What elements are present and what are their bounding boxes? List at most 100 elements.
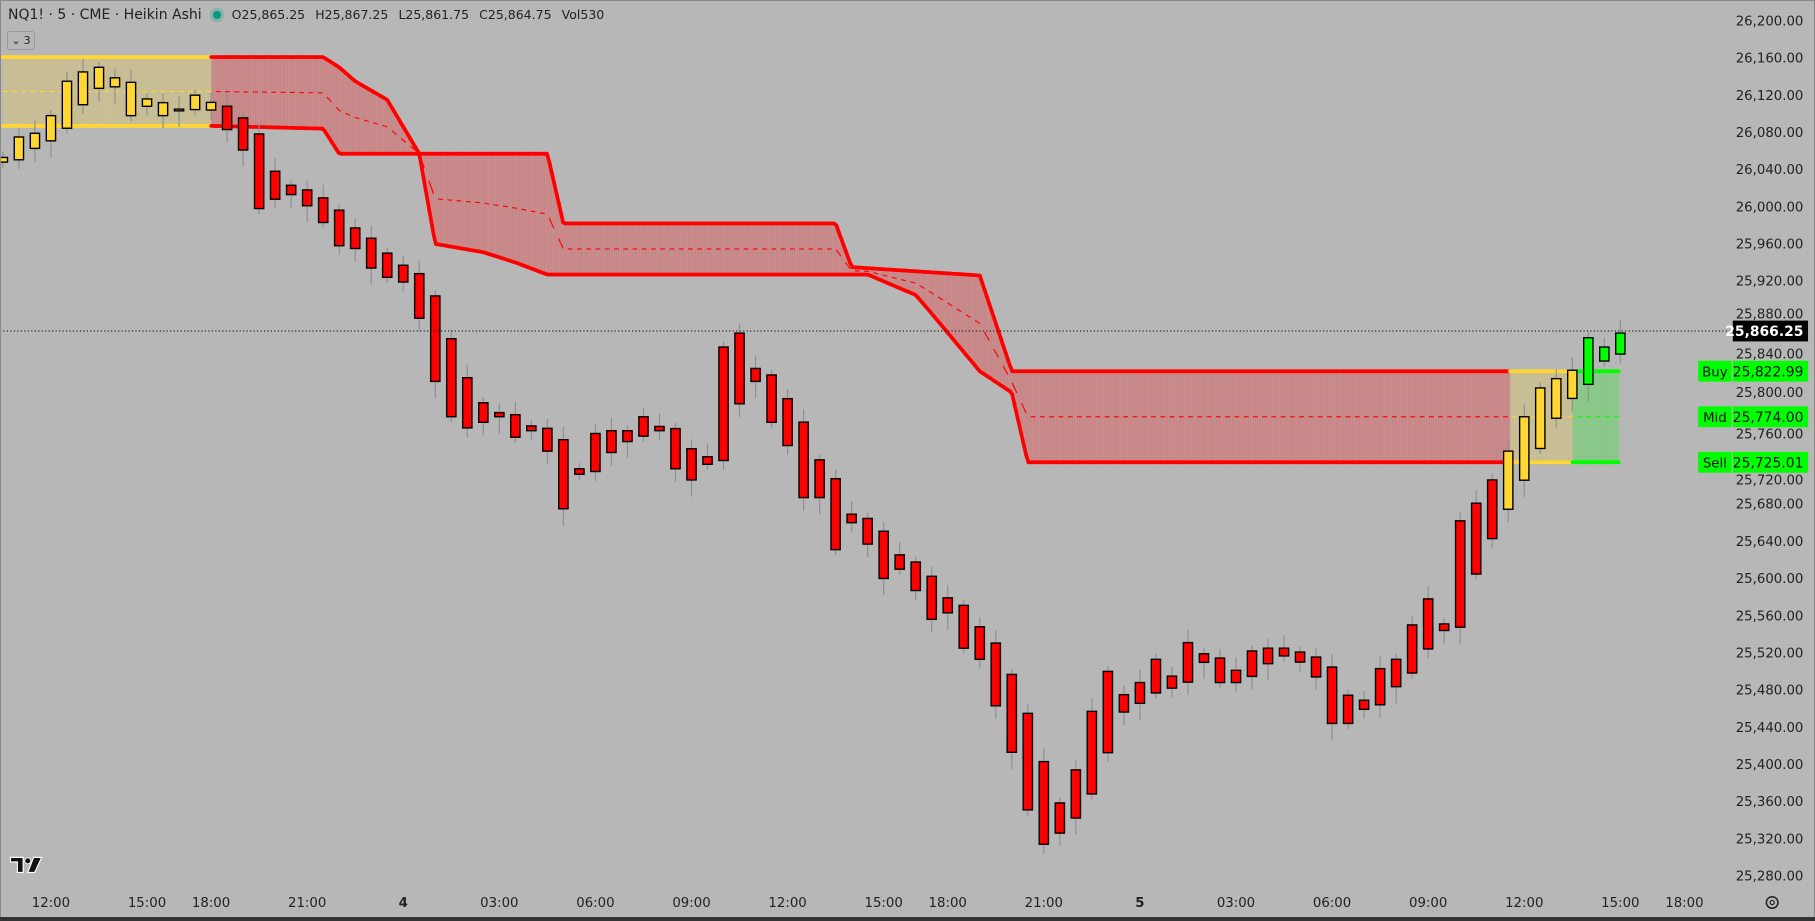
level-name-badge [1698,406,1732,428]
candle-body [510,413,521,438]
symbol-title[interactable]: NQ1! · 5 · CME · Heikin Ashi [8,7,202,23]
band-fill [1306,371,1309,463]
band-fill [285,57,288,128]
band-fill [1472,371,1476,463]
band-fill [1269,371,1272,463]
candle-body [606,429,617,454]
candle-body [1566,369,1578,400]
band-fill [1565,371,1569,463]
band-fill [1167,371,1171,463]
candle-body [429,295,441,383]
close-value: C25,864.75 [479,7,552,22]
band-fill [331,62,335,142]
band-fill [491,153,495,255]
candle-body [1310,656,1322,678]
band-fill [618,223,622,275]
band-fill [100,57,103,126]
band-fill [405,130,409,154]
tradingview-logo[interactable] [9,856,43,873]
band-fill [945,273,948,330]
band-fill [1396,371,1400,463]
candle-body [990,642,1002,707]
band-fill [1313,371,1316,463]
price-tick-label: 25,640.00 [1736,535,1804,550]
band-fill [776,223,779,275]
band-fill [1489,371,1492,463]
level-value-badge [1732,406,1809,428]
band-fill [683,223,687,275]
band-fill [1044,371,1048,463]
band-fill [537,153,541,271]
band-fill [1005,351,1008,389]
band-mid-line [847,265,851,270]
band-fill [192,57,196,126]
band-mid-line [347,113,351,116]
price-axis[interactable]: 26,200.00 26,160.00 26,120.00 26,080.00 26,0… [1698,14,1809,884]
band-mid-line [947,302,951,305]
band-fill [426,153,430,195]
band-fill [1176,371,1180,463]
settings-gear-icon[interactable] [1765,895,1779,910]
band-fill [685,223,689,275]
band-fill [954,273,958,341]
candle-body [830,478,841,551]
band-fill [1498,371,1502,463]
band-fill [296,57,300,128]
candle-body [766,374,777,424]
band-lower-line [427,205,434,223]
candle-body [1086,710,1098,795]
band-fill [1016,371,1020,415]
band-mid-line [956,308,960,311]
band-fill [1454,371,1458,463]
band-fill [963,274,967,352]
band-fill [630,223,633,275]
band-fill [324,58,328,131]
band-fill [996,324,999,383]
band-fill [454,153,457,248]
candle-body [1390,658,1402,688]
band-fill [574,223,578,275]
band-fill [1037,371,1041,463]
band-fill [861,267,865,275]
chart-legend[interactable]: NQ1! · 5 · CME · Heikin Ashi O25,865.25 … [8,7,610,23]
band-fill [611,223,615,275]
price-tick-label: 25,400.00 [1736,758,1804,773]
candle-body [1182,641,1194,683]
band-mid-line [557,238,562,244]
band-fill [975,275,978,366]
candle-body [702,456,713,466]
bottom-border [0,917,1815,921]
band-fill [778,223,782,275]
band-fill [972,275,976,363]
time-tick-label: 12:00 [32,896,70,911]
band-fill [1081,371,1085,463]
band-fill [46,57,50,126]
band-mid-line [430,187,435,194]
market-status-icon[interactable] [209,8,224,22]
band-fill [1343,371,1346,463]
band-fill [74,57,78,126]
band-fill [822,223,826,275]
candle-body [1102,670,1114,754]
candle-body [1342,694,1354,725]
indicators-collapse-button[interactable]: ⌄ 3 [7,31,35,50]
band-fill [940,272,944,325]
candle-body [109,77,121,88]
band-fill [396,115,400,154]
ohlc-values: O25,865.25 H25,867.25 L25,861.75 C25,864… [232,7,611,23]
band-fill [917,271,920,297]
time-axis[interactable]: 12:00 15:00 18:00 21:00 4 03:00 06:00 09:00 12:0… [32,896,1704,911]
band-fill [1482,371,1485,463]
band-fill [942,273,946,327]
band-fill [326,59,330,135]
band-fill [1324,371,1328,463]
candle-body [1615,332,1626,355]
candle-body [1166,675,1178,689]
band-fill [711,223,714,275]
band-fill [195,57,198,126]
band-fill [1479,371,1483,463]
band-fill [7,57,11,126]
band-fill [838,231,842,275]
band-fill [526,153,529,267]
